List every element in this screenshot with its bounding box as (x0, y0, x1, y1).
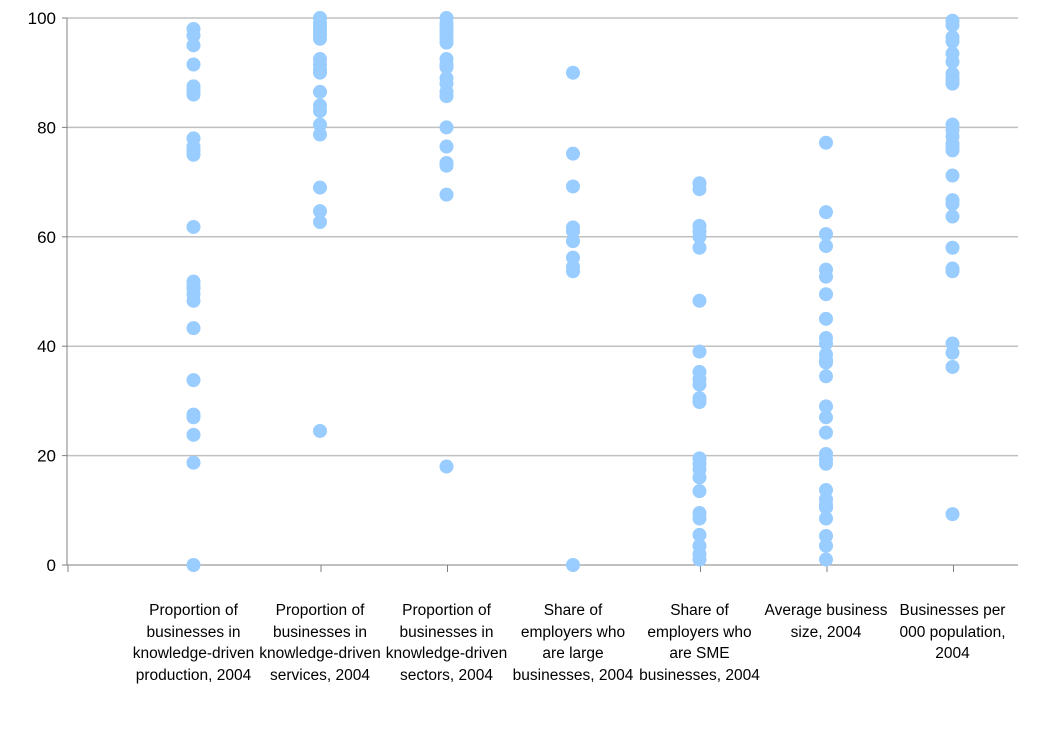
data-point-cat2-6 (313, 31, 327, 46)
data-point-cat3-10 (439, 60, 454, 75)
data-point-cat2-17 (313, 204, 327, 219)
data-point-cat6-10 (819, 336, 833, 351)
data-point-cat1-7 (186, 87, 201, 102)
y-tick-label: 0 (47, 556, 56, 575)
category-label: Proportion of businesses in knowledge-dr… (132, 602, 255, 684)
category-label: Share of employers who are SME businesse… (639, 602, 760, 684)
data-point-cat1-17 (186, 293, 201, 308)
data-point-cat4-10 (566, 558, 580, 572)
data-point-cat7-6 (945, 54, 960, 69)
data-point-cat5-6 (692, 240, 707, 255)
data-point-cat2-14 (313, 117, 327, 132)
data-point-cat7-23 (945, 264, 960, 279)
y-tick-label: 20 (37, 447, 56, 466)
y-tick-label: 40 (37, 337, 56, 356)
category-label: Average business size, 2004 (764, 602, 888, 641)
data-point-cat2-19 (313, 423, 327, 438)
data-point-cat6-4 (819, 239, 833, 254)
data-point-cat6-7 (819, 287, 833, 302)
data-point-cat3-18 (439, 158, 454, 173)
data-point-cat6-1 (819, 135, 833, 150)
data-point-cat1-12 (186, 219, 201, 234)
data-point-cat2-16 (313, 180, 327, 195)
data-point-cat4-9 (566, 264, 580, 279)
data-point-cat3-20 (439, 459, 454, 474)
data-point-cat6-17 (819, 425, 833, 440)
data-point-cat5-13 (692, 394, 707, 409)
data-point-cat6-3 (819, 227, 833, 242)
data-point-cat7-10 (945, 76, 960, 91)
data-point-cat1-24 (186, 558, 201, 572)
y-tick-label: 80 (37, 118, 56, 137)
data-point-cat5-2 (692, 182, 707, 197)
y-tick-label: 100 (28, 9, 56, 28)
data-point-cat6-25 (819, 511, 833, 526)
data-point-cat1-2 (186, 28, 201, 43)
data-point-cat5-7 (692, 293, 707, 308)
data-point-cat5-24 (692, 552, 707, 567)
data-point-cat7-16 (945, 143, 960, 158)
data-point-cat5-11 (692, 377, 707, 392)
data-point-cat1-18 (186, 321, 201, 336)
data-point-cat2-13 (313, 103, 327, 118)
data-point-cat4-1 (566, 65, 580, 80)
data-point-cat4-3 (566, 179, 580, 194)
data-point-cat6-2 (819, 205, 833, 220)
data-point-cat7-21 (945, 240, 960, 255)
data-point-cat3-16 (439, 139, 454, 154)
data-point-cat6-24 (819, 500, 833, 515)
category-label: Businesses per 000 population, 2004 (899, 602, 1006, 662)
data-point-cat2-15 (313, 127, 327, 142)
data-point-cat1-22 (186, 427, 201, 442)
data-point-cat6-26 (819, 529, 833, 544)
data-point-cat5-18 (692, 484, 707, 499)
data-point-cat2-18 (313, 215, 327, 230)
data-point-cat6-8 (819, 311, 833, 326)
data-point-cat1-19 (186, 373, 201, 388)
data-point-cat6-16 (819, 410, 833, 425)
data-point-cat7-4 (945, 34, 960, 49)
data-point-cat7-26 (945, 359, 960, 374)
category-label: Share of employers who are large busines… (512, 602, 634, 684)
data-point-cat2-10 (313, 65, 327, 80)
data-point-cat5-20 (692, 511, 707, 526)
data-point-cat5-21 (692, 527, 707, 542)
data-point-cat5-8 (692, 344, 707, 359)
data-point-cat6-20 (819, 456, 833, 471)
data-point-cat3-14 (439, 89, 454, 104)
data-point-cat5-5 (692, 229, 707, 244)
data-point-cat7-20 (945, 209, 960, 224)
data-point-cat4-5 (566, 224, 580, 239)
data-point-cat6-14 (819, 369, 833, 384)
data-point-cat1-23 (186, 455, 201, 470)
data-point-cat7-27 (945, 507, 960, 522)
data-point-cat6-13 (819, 355, 833, 370)
data-point-cat6-27 (819, 538, 833, 553)
data-point-cat5-17 (692, 470, 707, 485)
data-point-cat2-11 (313, 84, 327, 99)
data-point-cat7-25 (945, 345, 960, 360)
category-label: Proportion of businesses in knowledge-dr… (385, 602, 508, 684)
data-point-cat4-2 (566, 146, 580, 161)
data-point-cat3-7 (439, 35, 454, 50)
data-point-cat1-11 (186, 147, 201, 162)
data-point-cat6-28 (819, 552, 833, 567)
data-point-cat1-3 (186, 38, 201, 53)
data-point-cat7-19 (945, 196, 960, 211)
data-point-cat1-4 (186, 57, 201, 72)
category-label: Proportion of businesses in knowledge-dr… (259, 602, 381, 684)
data-point-cat6-6 (819, 269, 833, 284)
data-point-cat7-2 (945, 18, 960, 33)
data-point-cat3-15 (439, 120, 454, 135)
y-tick-label: 60 (37, 228, 56, 247)
data-point-cat3-19 (439, 187, 454, 202)
data-point-cat6-15 (819, 399, 833, 414)
data-point-cat1-21 (186, 410, 201, 425)
data-point-cat7-17 (945, 168, 960, 183)
data-point-cat4-6 (566, 234, 580, 249)
